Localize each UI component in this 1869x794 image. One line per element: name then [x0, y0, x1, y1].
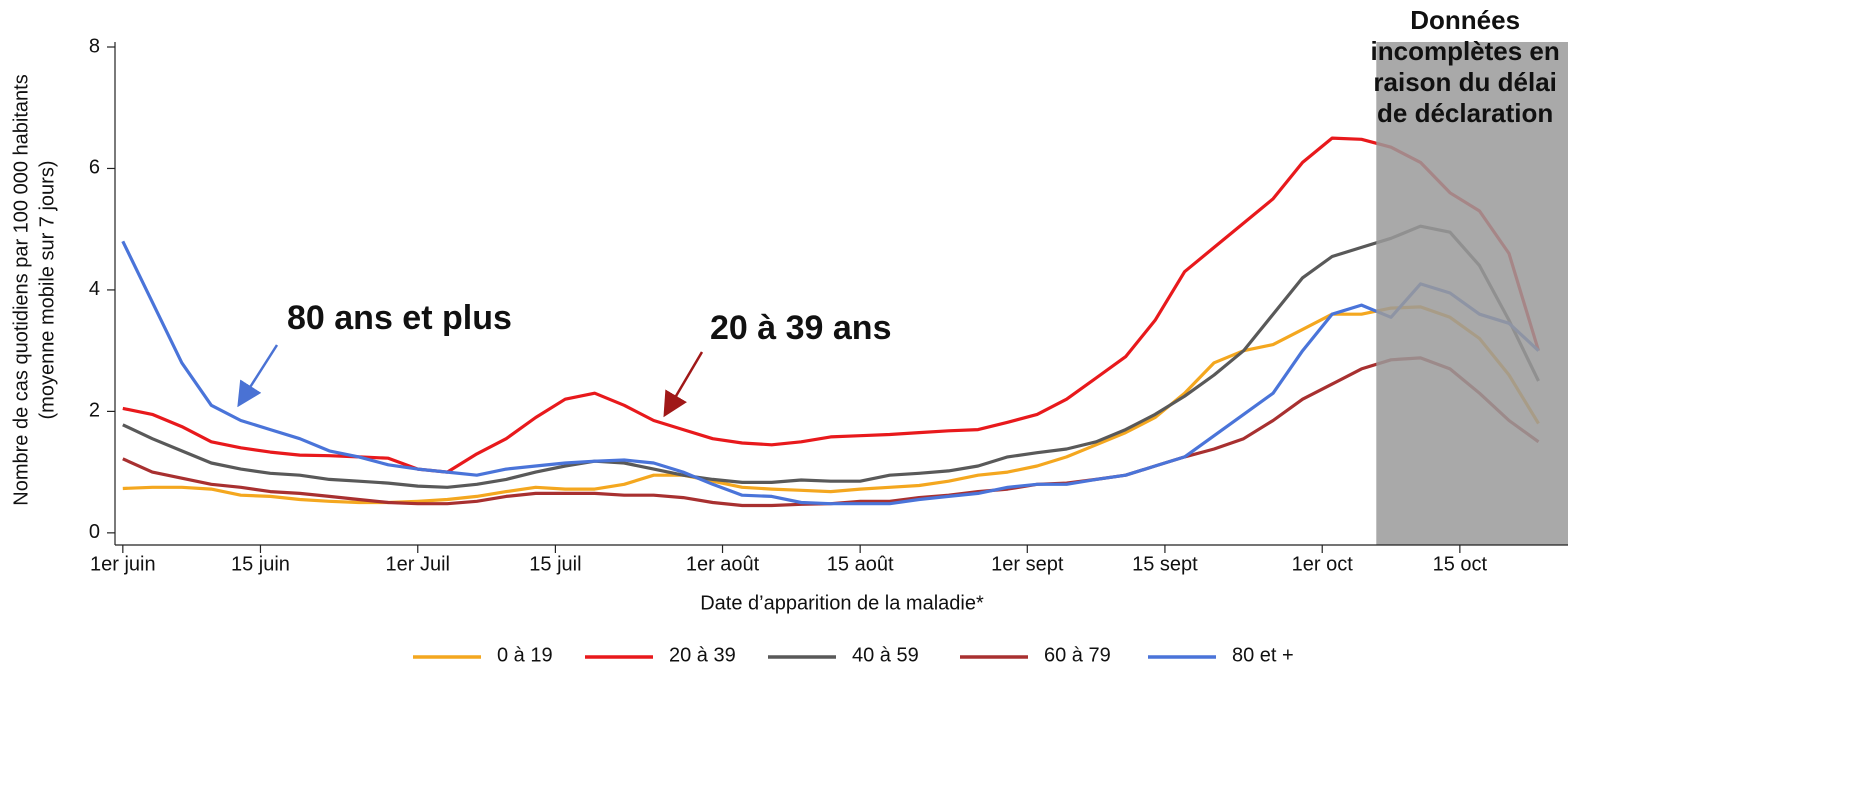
series-line	[122, 356, 1540, 508]
x-axis-label: Date d’apparition de la maladie*	[700, 592, 984, 614]
shaded-label: de déclaration	[1377, 98, 1553, 128]
x-tick-label: 15 juin	[231, 553, 290, 575]
y-tick-label: 2	[89, 400, 100, 422]
legend-label: 20 à 39	[669, 644, 736, 666]
legend-label: 80 et +	[1232, 644, 1294, 666]
x-tick-label: 1er juin	[90, 553, 156, 575]
x-tick-label: 15 sept	[1132, 553, 1198, 575]
legend-label: 60 à 79	[1044, 644, 1111, 666]
y-tick-label: 0	[89, 521, 100, 543]
x-tick-label: 15 oct	[1433, 553, 1488, 575]
annotation: 80 ans et plus	[287, 299, 512, 337]
y-tick-label: 6	[89, 157, 100, 179]
annotation-arrow	[663, 351, 704, 418]
x-tick-label: 15 juil	[529, 553, 581, 575]
series-line	[122, 224, 1540, 489]
y-tick-label: 8	[89, 35, 100, 57]
x-tick-label: 1er oct	[1292, 553, 1354, 575]
shaded-region	[1376, 42, 1568, 545]
shaded-label: Données	[1410, 5, 1520, 35]
shaded-label: raison du délai	[1373, 67, 1557, 97]
y-axis-label: (moyenne mobile sur 7 jours)	[36, 161, 58, 420]
y-tick-label: 4	[89, 278, 100, 300]
x-tick-label: 1er sept	[991, 553, 1064, 575]
series-line	[122, 305, 1540, 505]
annotation-arrow	[237, 344, 279, 408]
legend-label: 0 à 19	[497, 644, 553, 666]
x-tick-label: 15 août	[827, 553, 894, 575]
legend-label: 40 à 59	[852, 644, 919, 666]
series-line	[121, 240, 1540, 506]
annotation: 20 à 39 ans	[710, 309, 891, 347]
plot-lines	[121, 136, 1541, 508]
x-tick-label: 1er Juil	[386, 553, 450, 575]
y-axis-label: Nombre de cas quotidiens par 100 000 hab…	[10, 74, 32, 505]
shaded-area	[1376, 42, 1568, 545]
x-tick-label: 1er août	[686, 553, 760, 575]
shaded-label: incomplètes en	[1371, 36, 1560, 66]
